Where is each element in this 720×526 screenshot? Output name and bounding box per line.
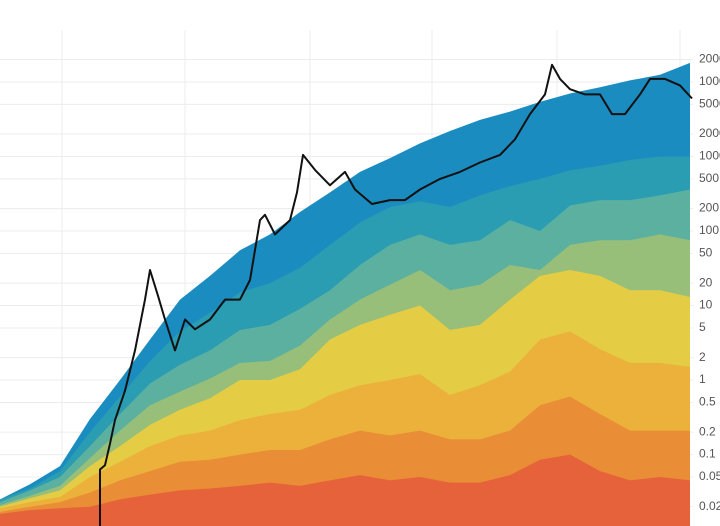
y-tick-label: 50 [699, 246, 713, 260]
y-tick-label: 0.2 [699, 424, 716, 438]
y-tick-label: 0.02 [699, 499, 720, 513]
area-band [0, 454, 690, 526]
y-tick-label: 2 [699, 350, 706, 364]
y-tick-label: 500 [699, 171, 719, 185]
y-tick-label: 20000 [699, 52, 720, 66]
price-line [99, 63, 693, 526]
y-tick-label: 1 [699, 372, 706, 386]
y-tick-label: 10 [699, 298, 713, 312]
y-tick-label: 0.5 [699, 395, 716, 409]
y-tick-label: 100 [699, 223, 719, 237]
y-tick-label: 2000 [699, 126, 720, 140]
y-tick-label: 10000 [699, 74, 720, 88]
y-tick-label: 0.05 [699, 469, 720, 483]
y-tick-label: 20 [699, 275, 713, 289]
y-tick-label: 5 [699, 320, 706, 334]
y-tick-label: 1000 [699, 149, 720, 163]
y-tick-label: 0.1 [699, 447, 716, 461]
y-tick-label: 200 [699, 201, 719, 215]
y-tick-label: 5000 [699, 97, 720, 111]
